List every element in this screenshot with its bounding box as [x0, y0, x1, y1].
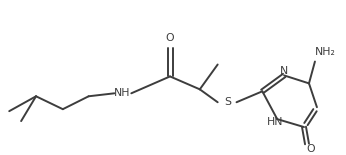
Text: NH: NH [114, 88, 131, 98]
Text: O: O [166, 33, 174, 43]
Text: HN: HN [267, 117, 284, 127]
Text: N: N [280, 66, 288, 76]
Text: O: O [307, 144, 315, 154]
Text: NH₂: NH₂ [315, 47, 336, 57]
Text: S: S [224, 97, 231, 107]
